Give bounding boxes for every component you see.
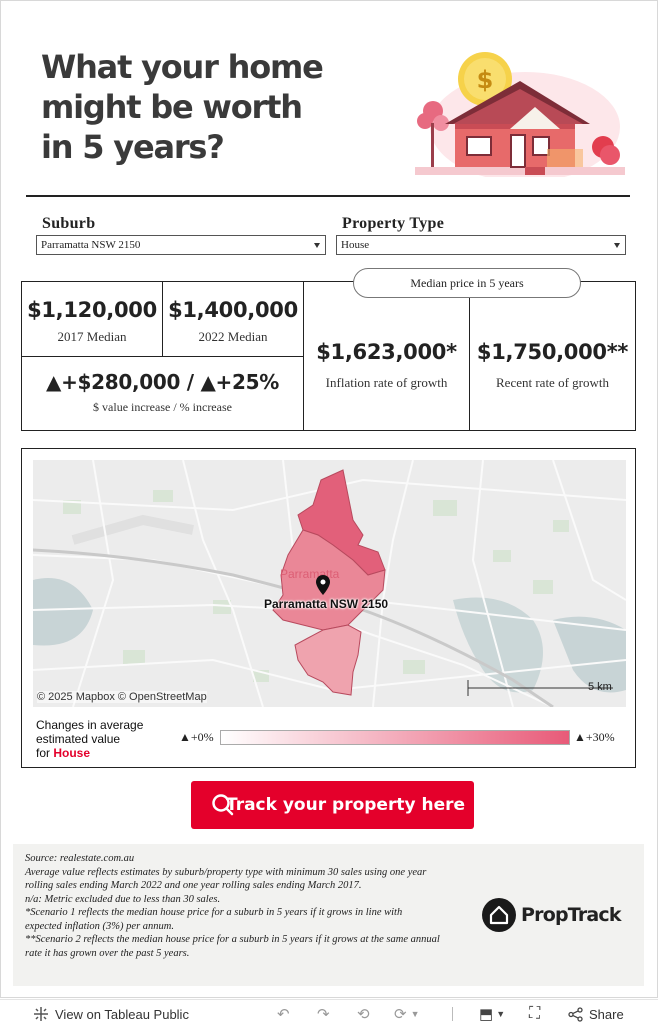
- footnote-scenario-2: **Scenario 2 reflects the median house p…: [25, 934, 440, 959]
- legend-description: Changes in average estimated value for H…: [36, 718, 143, 760]
- scenario-2-value: $1,750,000**: [476, 340, 629, 364]
- tableau-toolbar: View on Tableau Public ↶ ↷ ⟲ ⟳ ▼ ⬒ ▼ ⛶ S…: [0, 999, 658, 1027]
- scenario-1-label: Inflation rate of growth: [325, 375, 448, 390]
- share-icon: [568, 1006, 583, 1022]
- median-2017-label: 2017 Median: [57, 329, 127, 344]
- fullscreen-icon[interactable]: ⛶: [529, 1005, 541, 1022]
- scenario-1-card: $1,623,000* Inflation rate of growth: [303, 281, 470, 431]
- increase-value: ▲+$280,000 / ▲+25%: [46, 370, 279, 394]
- title-line-1: What your home: [41, 48, 324, 86]
- increase-card: ▲+$280,000 / ▲+25% $ value increase / % …: [21, 356, 304, 431]
- median-2022-value: $1,400,000: [168, 298, 298, 322]
- map-panel: Parramatta Parramatta NSW 2150 © 2025 Ma…: [21, 448, 636, 768]
- legend-max-label: ▲+30%: [574, 730, 615, 744]
- footnotes: Source: realestate.com.au Average value …: [25, 852, 440, 960]
- footnote-na: n/a: Metric excluded due to less than 30…: [25, 893, 221, 905]
- median-2017-value: $1,120,000: [27, 298, 157, 322]
- map-attribution[interactable]: © 2025 Mapbox © OpenStreetMap: [37, 691, 207, 703]
- footnote-average: Average value reflects estimates by subu…: [25, 866, 427, 892]
- redo-icon[interactable]: ↷: [317, 1006, 330, 1023]
- view-on-tableau-button[interactable]: View on Tableau Public: [33, 1005, 189, 1023]
- property-type-label: Property Type: [342, 215, 445, 232]
- map-pin-label: Parramatta NSW 2150: [264, 597, 389, 611]
- future-median-header: Median price in 5 years: [353, 268, 581, 298]
- undo-icon[interactable]: ↶: [277, 1006, 290, 1023]
- scenario-2-label: Recent rate of growth: [496, 375, 609, 390]
- toolbar-divider: [452, 1007, 453, 1021]
- footnote-scenario-1: *Scenario 1 reflects the median house pr…: [25, 907, 403, 932]
- view-on-tableau-label: View on Tableau Public: [55, 1006, 189, 1022]
- map-suburb-faded-label: Parramatta: [280, 567, 340, 581]
- footnote-source: Source: realestate.com.au: [25, 853, 135, 864]
- refresh-icon[interactable]: ⟳ ▼: [394, 1006, 420, 1023]
- proptrack-logo: PropTrack: [482, 897, 622, 933]
- proptrack-wordmark: PropTrack: [521, 904, 622, 926]
- title-line-3: in 5 years?: [41, 128, 225, 166]
- track-property-label: Track your property here: [225, 795, 466, 815]
- increase-label: $ value increase / % increase: [93, 400, 232, 414]
- legend-line-2: estimated value: [36, 732, 121, 746]
- legend-min-label: ▲+0%: [179, 730, 214, 744]
- chevron-down-icon: [314, 243, 320, 248]
- search-icon: [212, 794, 234, 816]
- footnotes-panel: Source: realestate.com.au Average value …: [13, 844, 644, 986]
- suburb-dropdown-value: Parramatta NSW 2150: [41, 239, 141, 251]
- suburb-map[interactable]: Parramatta Parramatta NSW 2150 © 2025 Ma…: [33, 460, 626, 707]
- chevron-down-icon: [614, 243, 620, 248]
- suburb-dropdown[interactable]: Parramatta NSW 2150: [36, 235, 326, 255]
- property-type-dropdown-value: House: [341, 239, 370, 251]
- map-pin-icon[interactable]: [316, 575, 330, 595]
- track-property-button[interactable]: Track your property here: [191, 781, 474, 829]
- tableau-logo-icon: [34, 1007, 48, 1021]
- page-title: What your home might be worth in 5 years…: [41, 47, 341, 167]
- revert-icon[interactable]: ⟲: [357, 1006, 370, 1023]
- stats-panel: $1,120,000 2017 Median $1,400,000 2022 M…: [21, 268, 636, 431]
- suburb-label: Suburb: [42, 215, 96, 232]
- legend-color-scale: [220, 730, 570, 745]
- download-icon[interactable]: ⬒ ▼: [479, 1006, 506, 1023]
- legend-line-1: Changes in average: [36, 718, 144, 732]
- map-scale-label: 5 km: [588, 681, 612, 693]
- svg-text:$: $: [477, 66, 494, 94]
- legend-line-3: for House: [36, 746, 91, 760]
- property-type-dropdown[interactable]: House: [336, 235, 626, 255]
- median-2022-label: 2022 Median: [198, 329, 268, 344]
- scenario-2-card: $1,750,000** Recent rate of growth: [469, 281, 636, 431]
- proptrack-house-icon: [482, 898, 516, 932]
- title-line-2: might be worth: [41, 88, 303, 126]
- house-illustration-icon: $: [415, 52, 625, 177]
- scenario-1-value: $1,623,000*: [316, 340, 457, 364]
- dashboard-frame: What your home might be worth in 5 years…: [0, 0, 658, 998]
- share-label: Share: [589, 1006, 624, 1022]
- legend-property-type: House: [53, 746, 91, 760]
- median-2017-card: $1,120,000 2017 Median: [21, 281, 163, 357]
- median-2022-card: $1,400,000 2022 Median: [162, 281, 304, 357]
- share-button[interactable]: Share: [568, 1005, 624, 1023]
- header-divider: [26, 195, 630, 197]
